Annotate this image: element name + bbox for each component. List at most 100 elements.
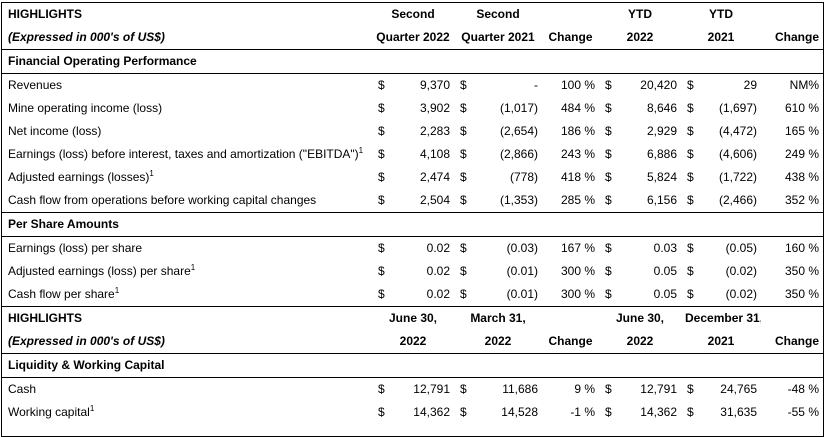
change-cell: 350 % [784, 264, 819, 278]
currency-symbol: $ [687, 241, 694, 255]
footnote-marker: 1 [149, 169, 154, 178]
table-row: Cash flow per share1 $0.02 $ (0.01) 300 % $0.… [2, 283, 823, 307]
column-header: June 30, [599, 306, 681, 330]
table-row: Net income (loss) $2,283 $ (2,654) 186 % $2,9… [2, 120, 823, 143]
column-header: Quarter 2022 [376, 30, 450, 44]
currency-symbol: $ [605, 101, 612, 115]
currency-symbol: $ [605, 382, 612, 396]
change-cell: 9 % [574, 382, 595, 396]
change-cell: -1 % [570, 405, 595, 419]
section-title: Liquidity & Working Capital [2, 353, 823, 378]
header-row: HIGHLIGHTS June 30, March 31, June 30, Decem… [2, 306, 823, 330]
change-cell: 350 % [784, 287, 819, 301]
row-label-text: Adjusted earnings (loss) per share [8, 264, 191, 278]
currency-symbol: $ [378, 147, 385, 161]
change-cell: 352 % [784, 193, 819, 207]
currency-symbol: $ [460, 382, 467, 396]
value-cell: 3,902 [419, 101, 450, 115]
table-row: Earnings (loss) per share $0.02 $ (0.03) 167… [2, 237, 823, 261]
row-label: Adjusted earnings (losses)1 [2, 166, 372, 189]
table-row: Cash $12,791 $11,686 9 % $12,791 $24,765 -48 % [2, 378, 823, 402]
value-cell: (1,697) [718, 101, 757, 115]
value-cell: 14,528 [501, 405, 538, 419]
value-cell: 0.03 [653, 241, 677, 255]
value-cell: 14,362 [413, 405, 450, 419]
column-header: 2022 [484, 334, 512, 348]
value-cell: (0.02) [725, 264, 757, 278]
currency-symbol: $ [460, 101, 467, 115]
column-header: December 31, [681, 306, 761, 330]
value-cell: (1,017) [499, 101, 538, 115]
row-label: Earnings (loss) per share [2, 237, 372, 261]
currency-symbol: $ [687, 78, 694, 92]
currency-symbol: $ [378, 241, 385, 255]
change-cell: -55 % [787, 405, 819, 419]
change-cell: NM% [789, 78, 819, 92]
header-row: (Expressed in 000's of US$) 2022 2022 Chang… [2, 330, 823, 354]
change-header: Change [548, 30, 593, 44]
change-header: Change [774, 334, 819, 348]
highlights-table: HIGHLIGHTS Second Second YTD YTD (Expressed i… [2, 3, 823, 424]
row-label-text: Earnings (loss) per share [8, 241, 143, 255]
column-header: March 31, [454, 306, 542, 330]
value-cell: 9,370 [419, 78, 450, 92]
value-cell: (2,466) [718, 193, 757, 207]
value-cell: (1,353) [499, 193, 538, 207]
change-cell: 186 % [560, 124, 595, 138]
change-cell: 243 % [560, 147, 595, 161]
change-cell: 300 % [560, 264, 595, 278]
currency-symbol: $ [378, 264, 385, 278]
column-header: 2022 [626, 334, 654, 348]
header-row: (Expressed in 000's of US$) Quarter 2022 Q… [2, 26, 823, 50]
change-cell: 160 % [784, 241, 819, 255]
change-cell: 484 % [560, 101, 595, 115]
currency-symbol: $ [460, 193, 467, 207]
section-title: Per Share Amounts [2, 212, 823, 237]
value-cell: (4,472) [718, 124, 757, 138]
column-header [761, 3, 823, 26]
value-cell: 0.05 [653, 264, 677, 278]
change-cell: 249 % [784, 147, 819, 161]
column-header [542, 306, 599, 330]
currency-symbol: $ [460, 170, 467, 184]
currency-symbol: $ [605, 405, 612, 419]
currency-symbol: $ [378, 193, 385, 207]
table-row: Working capital1 $14,362 $14,528 -1 % $14,36… [2, 401, 823, 424]
currency-symbol: $ [687, 101, 694, 115]
row-label-text: Cash flow from operations before working… [8, 193, 317, 207]
currency-symbol: $ [378, 78, 385, 92]
currency-symbol: $ [460, 147, 467, 161]
currency-symbol: $ [605, 264, 612, 278]
currency-symbol: $ [378, 405, 385, 419]
column-header: 2021 [707, 334, 735, 348]
value-cell: 2,504 [419, 193, 450, 207]
value-cell: 8,646 [646, 101, 677, 115]
value-cell: 0.05 [653, 287, 677, 301]
value-cell: 20,420 [640, 78, 677, 92]
section-header-row: Per Share Amounts [2, 212, 823, 237]
table-title: HIGHLIGHTS [2, 306, 372, 330]
row-label: Cash [2, 378, 372, 402]
currency-symbol: $ [460, 405, 467, 419]
column-header: Quarter 2021 [461, 30, 535, 44]
table-row: Earnings (loss) before interest, taxes a… [2, 143, 823, 166]
change-cell: 300 % [560, 287, 595, 301]
column-header: 2021 [707, 30, 735, 44]
value-cell: 2,474 [419, 170, 450, 184]
row-label-text: Cash [8, 382, 37, 396]
value-cell: 6,156 [646, 193, 677, 207]
header-row: HIGHLIGHTS Second Second YTD YTD [2, 3, 823, 26]
currency-symbol: $ [687, 287, 694, 301]
column-header: YTD [709, 7, 733, 21]
change-cell: 100 % [560, 78, 595, 92]
change-header: Change [774, 30, 819, 44]
value-cell: (1,722) [718, 170, 757, 184]
table-row: Adjusted earnings (losses)1 $2,474 $ (778) 4… [2, 166, 823, 189]
change-cell: 610 % [784, 101, 819, 115]
currency-symbol: $ [460, 78, 467, 92]
currency-symbol: $ [605, 241, 612, 255]
change-cell: 418 % [560, 170, 595, 184]
column-header: YTD [628, 7, 652, 21]
currency-symbol: $ [378, 287, 385, 301]
value-cell: (0.05) [725, 241, 757, 255]
